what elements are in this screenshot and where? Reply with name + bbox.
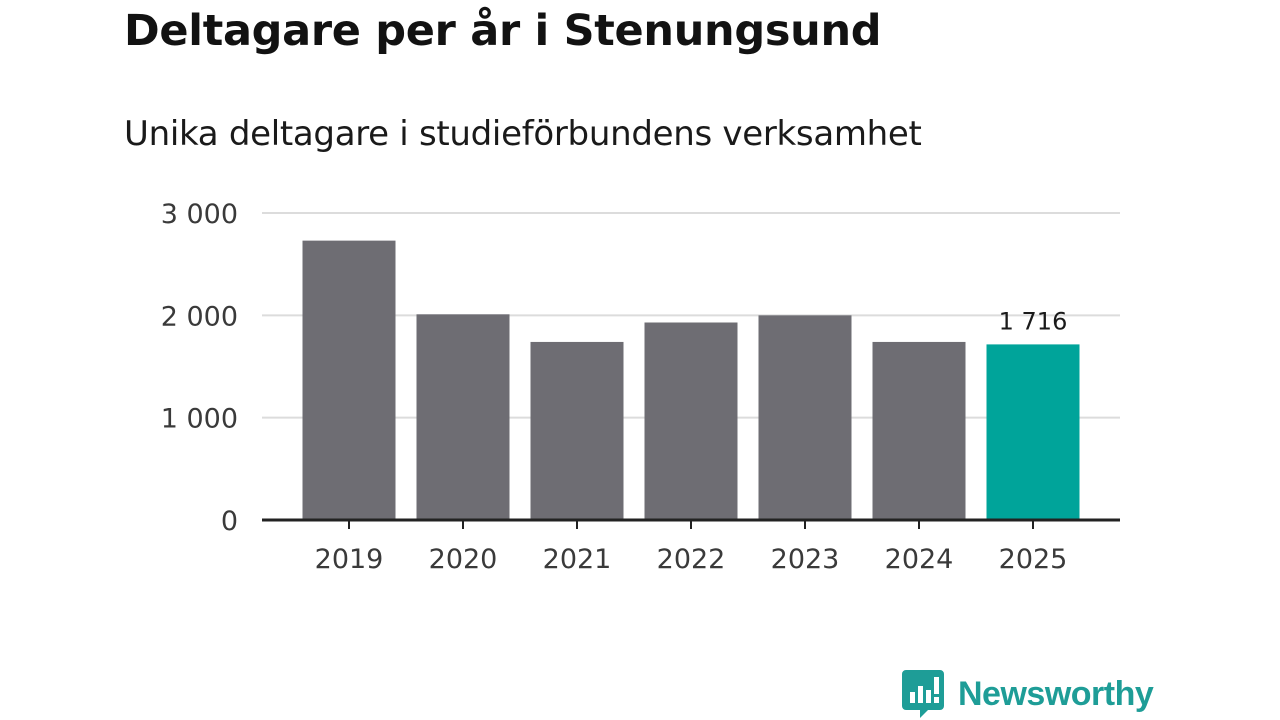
bar-2023 [758,315,852,520]
y-tick-label: 2 000 [161,301,238,332]
x-tick-label-2021: 2021 [543,544,612,575]
bar-2019 [302,240,396,520]
y-tick-label: 1 000 [161,404,238,435]
bar-2024 [872,341,966,520]
newsworthy-logo: Newsworthy [902,670,1154,718]
chart-subtitle: Unika deltagare i studieförbundens verks… [124,114,922,154]
data-label-2025: 1 716 [999,307,1068,335]
x-tick-label-2022: 2022 [657,544,726,575]
x-tick-label-2019: 2019 [315,544,384,575]
newsworthy-logo-icon [902,670,944,718]
x-tick-label-2025: 2025 [999,544,1068,575]
y-tick-label: 3 000 [161,199,238,230]
bar-2022 [644,322,738,520]
bar-2020 [416,314,510,520]
chart-title: Deltagare per år i Stenungsund [124,6,882,56]
brand-name: Newsworthy [958,674,1154,713]
x-tick-label-2023: 2023 [771,544,840,575]
x-tick-label-2024: 2024 [885,544,954,575]
x-tick-label-2020: 2020 [429,544,498,575]
bar-2025 [986,344,1080,520]
bar-2021 [530,341,624,520]
y-tick-label: 0 [221,506,238,537]
